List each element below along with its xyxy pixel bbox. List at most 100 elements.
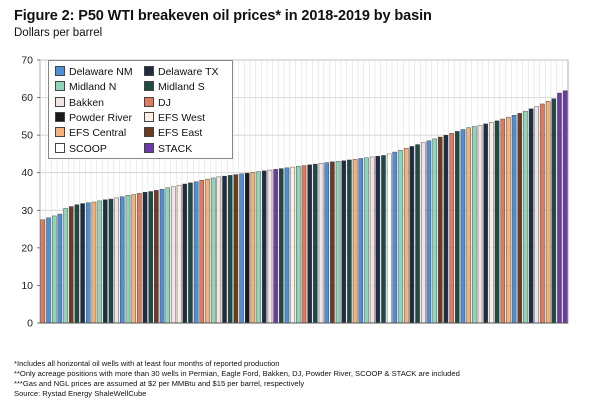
bar xyxy=(358,158,364,324)
bar xyxy=(523,110,528,324)
bar xyxy=(477,125,483,324)
bar xyxy=(562,90,568,324)
bar xyxy=(472,126,477,324)
bar xyxy=(415,144,420,324)
bar xyxy=(432,138,437,324)
bar xyxy=(279,168,284,324)
footnote-2: **Only acreage positions with more than … xyxy=(14,369,460,378)
bar xyxy=(489,122,494,324)
bar xyxy=(324,162,329,324)
bar xyxy=(80,203,85,324)
legend-item: EFS Central xyxy=(55,127,126,139)
legend-label: Delaware TX xyxy=(158,66,219,78)
legend-swatch xyxy=(144,81,154,92)
bar xyxy=(250,172,256,324)
legend-item: Delaware NM xyxy=(55,66,133,78)
bar xyxy=(210,177,216,324)
bar xyxy=(290,166,295,324)
bar xyxy=(296,166,301,324)
bar xyxy=(51,215,57,324)
legend-item: Bakken xyxy=(55,96,104,109)
bar xyxy=(540,103,545,324)
legend-item: STACK xyxy=(144,142,193,155)
footnote-1: *Includes all horizontal oil wells with … xyxy=(14,359,280,368)
bar xyxy=(557,92,562,324)
footnote-3: ***Gas and NGL prices are assumed at $2 … xyxy=(14,379,305,388)
bar xyxy=(335,161,341,324)
legend-swatch xyxy=(144,111,154,122)
y-tick-label: 60 xyxy=(21,92,33,104)
y-tick-label: 0 xyxy=(27,318,33,330)
bar xyxy=(114,197,119,324)
bar xyxy=(443,134,449,324)
bar xyxy=(313,163,318,324)
bar xyxy=(171,186,176,324)
legend-swatch xyxy=(144,96,154,107)
bar xyxy=(103,199,108,324)
legend-swatch xyxy=(55,96,65,107)
bar xyxy=(381,155,386,324)
bar xyxy=(483,123,488,324)
bar xyxy=(222,175,227,324)
bar xyxy=(40,219,46,324)
bar xyxy=(506,116,511,324)
bar xyxy=(398,149,403,324)
bar xyxy=(545,101,551,324)
legend-item: Powder River xyxy=(55,111,133,124)
bar xyxy=(262,170,267,324)
bar xyxy=(449,133,454,324)
y-tick-label: 10 xyxy=(21,280,33,292)
legend-label: Midland N xyxy=(69,81,117,94)
y-tick-label: 30 xyxy=(21,205,33,217)
bar xyxy=(193,181,199,324)
bar xyxy=(125,195,131,324)
legend-swatch xyxy=(55,111,65,122)
bar xyxy=(341,160,346,324)
bar xyxy=(159,189,165,324)
legend-label: SCOOP xyxy=(69,142,107,155)
bar xyxy=(74,204,80,324)
legend-item: Delaware TX xyxy=(144,66,219,78)
bar xyxy=(460,129,466,324)
legend-label: DJ xyxy=(158,96,171,109)
bar xyxy=(182,183,188,324)
bar xyxy=(534,106,540,324)
source-note: Source: Rystad Energy ShaleWellCube xyxy=(14,389,147,398)
bar xyxy=(426,140,432,324)
bar xyxy=(142,192,148,324)
bar xyxy=(227,175,233,324)
legend-item: EFS West xyxy=(144,111,206,124)
bar xyxy=(216,176,222,324)
bar xyxy=(364,157,369,324)
bar xyxy=(330,161,335,324)
bar xyxy=(347,159,352,324)
legend-label: EFS West xyxy=(158,111,206,124)
bar xyxy=(273,169,278,324)
bar xyxy=(301,165,307,324)
legend-item: EFS East xyxy=(144,127,202,139)
bar xyxy=(284,167,290,324)
bar xyxy=(154,190,159,324)
legend-label: STACK xyxy=(158,142,193,155)
bar xyxy=(392,151,398,324)
legend-swatch xyxy=(55,127,65,138)
bar xyxy=(188,182,193,324)
bar xyxy=(466,127,471,324)
legend-label: EFS Central xyxy=(69,127,127,140)
bar xyxy=(403,148,409,324)
bar xyxy=(57,213,63,324)
bar xyxy=(131,194,136,324)
bar xyxy=(352,158,358,324)
bar xyxy=(120,196,125,324)
legend-swatch xyxy=(55,81,65,92)
bar xyxy=(233,174,239,324)
bar xyxy=(307,164,312,324)
footnotes: *Includes all horizontal oil wells with … xyxy=(14,359,460,399)
bar xyxy=(409,146,415,324)
legend-label: Powder River xyxy=(69,111,133,124)
bar xyxy=(205,178,210,324)
bar xyxy=(455,131,460,324)
y-tick-label: 40 xyxy=(21,167,33,179)
bar xyxy=(63,208,68,324)
